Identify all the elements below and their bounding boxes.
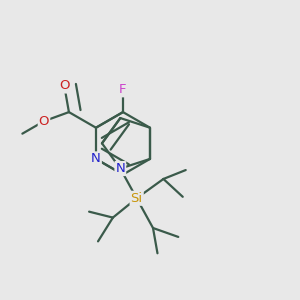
Text: O: O: [39, 115, 49, 128]
Text: F: F: [119, 83, 127, 96]
Text: O: O: [59, 80, 70, 92]
Text: N: N: [116, 162, 125, 175]
Text: Si: Si: [130, 192, 143, 205]
Text: N: N: [91, 152, 101, 165]
